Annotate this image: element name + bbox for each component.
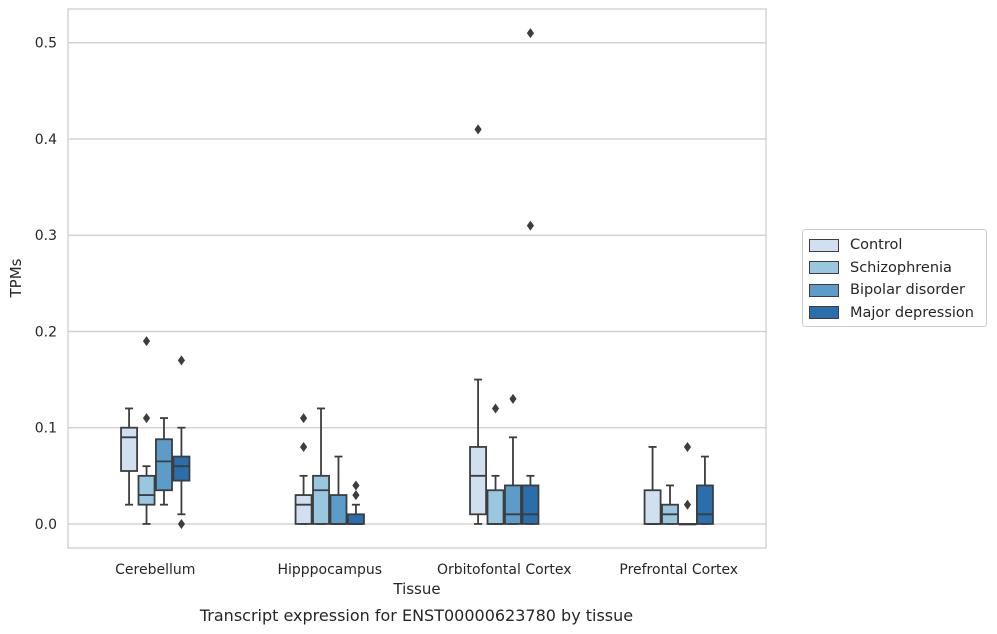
box-body bbox=[643, 489, 662, 525]
box-schizophrenia bbox=[661, 484, 679, 525]
x-tick-label: Orbitofontal Cortex bbox=[437, 562, 572, 578]
legend-swatch bbox=[809, 306, 839, 320]
box-control bbox=[643, 446, 662, 525]
box-body bbox=[312, 474, 330, 525]
y-tick-label: 0.0 bbox=[35, 517, 57, 533]
outlier-point bbox=[352, 480, 360, 491]
box-body bbox=[329, 494, 348, 525]
box-schizophrenia bbox=[486, 403, 505, 525]
legend-item: Control bbox=[809, 234, 986, 257]
y-axis-title: TPMs bbox=[7, 258, 25, 298]
legend-label: Major depression bbox=[850, 304, 974, 321]
legend-swatch bbox=[809, 261, 839, 275]
legend-swatch bbox=[809, 238, 839, 252]
box-body bbox=[172, 455, 191, 482]
chart-caption: Transcript expression for ENST0000062378… bbox=[199, 606, 634, 625]
box-body bbox=[469, 446, 488, 516]
outlier-point bbox=[526, 28, 535, 39]
outlier-point bbox=[526, 220, 535, 231]
y-tick-labels: 0.0 0.1 0.2 0.3 0.4 0.5 bbox=[35, 36, 57, 533]
box-bipolar-disorder bbox=[329, 455, 348, 525]
y-tick-label: 0.2 bbox=[35, 324, 57, 340]
box-body bbox=[120, 426, 139, 472]
box-schizophrenia bbox=[312, 407, 330, 525]
legend-item: Schizophrenia bbox=[809, 257, 986, 280]
x-tick-label: Hipppocampus bbox=[277, 562, 382, 578]
legend-label: Schizophrenia bbox=[850, 259, 952, 276]
x-axis-title: Tissue bbox=[392, 580, 440, 598]
outlier-point bbox=[142, 336, 151, 347]
outlier-point bbox=[509, 393, 517, 404]
box-major-depression bbox=[695, 455, 714, 525]
x-tick-label: Prefrontal Cortex bbox=[619, 562, 738, 578]
box-schizophrenia bbox=[137, 336, 156, 525]
outlier-point bbox=[299, 413, 308, 424]
box-body bbox=[695, 484, 714, 525]
box-body bbox=[137, 474, 156, 506]
legend: Control Schizophrenia Bipolar disorder M… bbox=[802, 229, 987, 327]
box-control bbox=[294, 413, 313, 525]
y-tick-label: 0.5 bbox=[35, 36, 57, 52]
outlier-point bbox=[142, 413, 151, 424]
legend-item: Bipolar disorder bbox=[809, 279, 986, 302]
box-major-depression bbox=[346, 480, 365, 525]
box-body bbox=[346, 513, 365, 525]
outlier-point bbox=[177, 355, 186, 366]
box-body bbox=[294, 494, 313, 525]
box-body bbox=[504, 484, 522, 525]
box-control bbox=[120, 407, 139, 506]
box-body bbox=[521, 484, 540, 525]
x-tick-labels: Cerebellum Hipppocampus Orbitofontal Corte… bbox=[115, 562, 738, 578]
outlier-point bbox=[683, 441, 692, 452]
outlier-point bbox=[474, 124, 482, 135]
outlier-point bbox=[683, 499, 692, 510]
box-major-depression bbox=[521, 28, 540, 525]
y-tick-label: 0.3 bbox=[35, 228, 57, 244]
legend-swatch bbox=[809, 283, 839, 297]
outlier-point bbox=[299, 441, 308, 452]
box-control bbox=[469, 124, 488, 525]
y-tick-label: 0.1 bbox=[35, 421, 57, 437]
box-plots bbox=[120, 28, 714, 529]
box-major-depression bbox=[172, 355, 191, 529]
legend-item: Major depression bbox=[809, 302, 986, 325]
outlier-point bbox=[352, 490, 360, 501]
legend-label: Bipolar disorder bbox=[850, 282, 965, 299]
y-tick-label: 0.4 bbox=[35, 132, 57, 148]
x-tick-label: Cerebellum bbox=[115, 562, 195, 578]
box-bipolar-disorder bbox=[155, 417, 173, 506]
plot-frame bbox=[67, 8, 767, 549]
box-bipolar-disorder bbox=[678, 441, 697, 526]
box-body bbox=[486, 489, 505, 525]
box-body bbox=[155, 438, 173, 492]
outlier-point bbox=[177, 518, 186, 529]
outlier-point bbox=[491, 403, 500, 414]
legend-label: Control bbox=[850, 237, 903, 254]
box-bipolar-disorder bbox=[504, 393, 522, 525]
